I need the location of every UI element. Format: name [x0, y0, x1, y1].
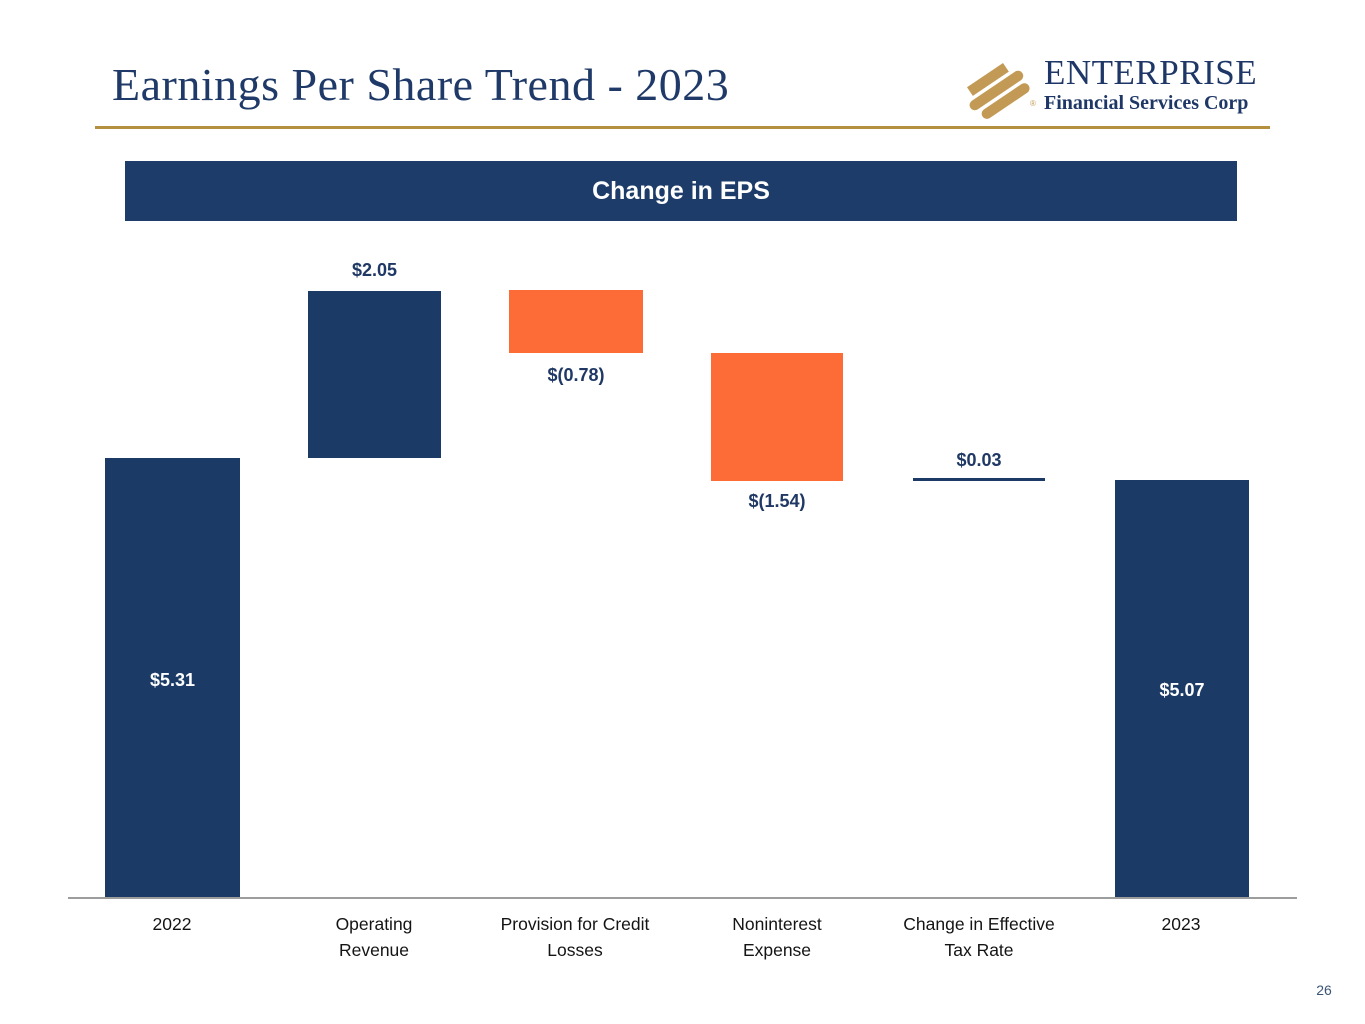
logo-subtitle: Financial Services Corp [1044, 92, 1249, 114]
enterprise-emblem-icon [967, 62, 1030, 119]
page-title: Earnings Per Share Trend - 2023 [112, 59, 730, 110]
x-label-operating-revenue: Operating Revenue [335, 914, 413, 960]
value-label-operating-revenue: $2.05 [351, 260, 398, 280]
registered-trademark: ® [1030, 99, 1036, 108]
bar-noninterest-expense [711, 353, 843, 481]
x-label-2022: 2022 [152, 914, 192, 934]
chart-title-banner: Change in EPS [125, 161, 1237, 221]
title-divider [95, 126, 1270, 129]
x-label-provision: Provision for Credit Losses [500, 914, 650, 960]
bar-provision-for-credit-losses [509, 290, 643, 353]
x-label-noninterest: Noninterest Expense [732, 914, 822, 960]
x-label-tax-rate: Change in Effective Tax Rate [903, 914, 1055, 960]
company-logo: ® ENTERPRISE Financial Services Corp [958, 55, 1278, 125]
x-label-2023: 2023 [1161, 914, 1201, 934]
chart-title: Change in EPS [592, 176, 770, 205]
value-label-noninterest: $(1.54) [748, 491, 806, 511]
value-label-tax-rate: $0.03 [956, 450, 1002, 470]
bar-change-in-effective-tax-rate [913, 478, 1045, 481]
bar-2022 [105, 458, 240, 898]
page-number: 26 [1316, 982, 1332, 998]
bar-operating-revenue [308, 291, 441, 458]
x-axis-line [68, 897, 1297, 899]
logo-wordmark: ENTERPRISE Financial Services Corp [1044, 55, 1278, 115]
logo-name: ENTERPRISE [1044, 53, 1258, 92]
bar-2023 [1115, 480, 1249, 898]
value-label-2022: $5.31 [149, 670, 196, 690]
value-label-2023: $5.07 [1159, 680, 1205, 700]
value-label-provision: $(0.78) [547, 365, 605, 385]
